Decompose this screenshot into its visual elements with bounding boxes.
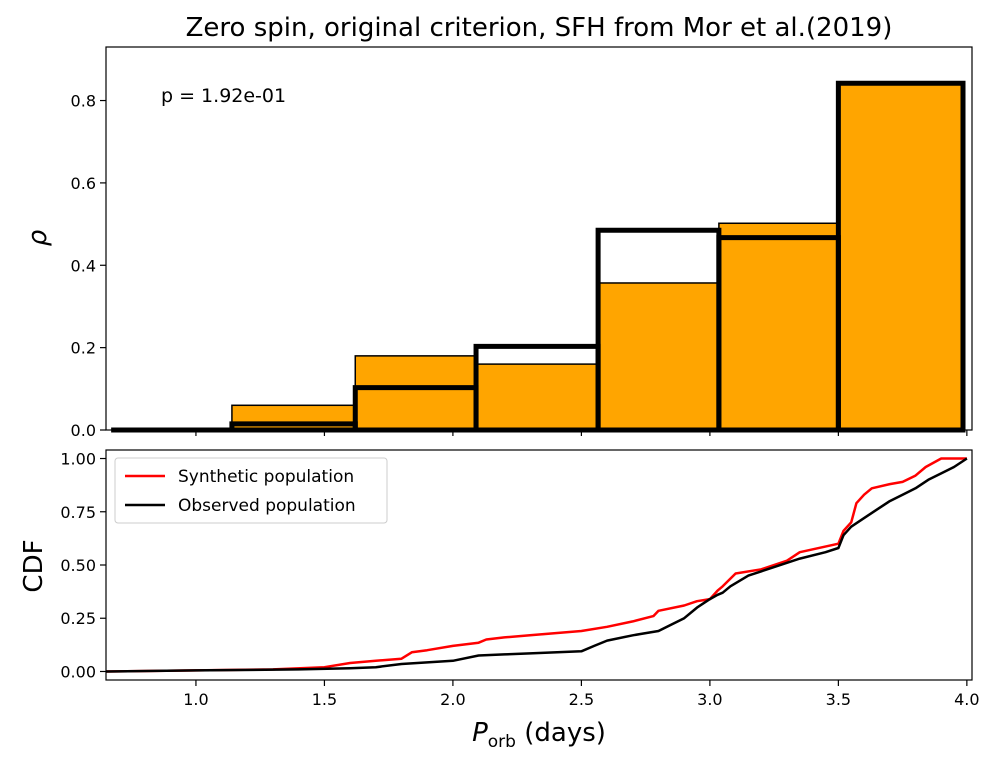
histogram-y-tick-label-0: 0.0 — [71, 421, 96, 440]
cdf-y-tick-label-4: 1.00 — [60, 450, 96, 469]
x-axis-label: Porb (days) — [472, 718, 606, 752]
histogram-y-tick-label-3: 0.6 — [71, 174, 96, 193]
observed-cdf-line — [105, 457, 968, 673]
synthetic-cdf-line — [105, 457, 967, 673]
cdf-y-ticks: 0.00 0.25 0.50 0.75 1.00 — [60, 450, 106, 681]
cdf-x-tick-label-6: 4.0 — [954, 690, 979, 709]
synthetic-histogram-bars — [231, 82, 964, 431]
cdf-x-ticks: 1.0 1.5 2.0 2.5 3.0 3.5 4.0 — [183, 680, 980, 709]
chart-title: Zero spin, original criterion, SFH from … — [186, 13, 893, 43]
x-axis-label-main: P — [472, 718, 488, 748]
cdf-y-tick-label-0: 0.00 — [60, 662, 96, 681]
legend-observed-label: Observed population — [178, 496, 356, 516]
histogram-axes-frame — [105, 46, 973, 431]
cdf-x-tick-label-1: 1.5 — [312, 690, 337, 709]
histogram-y-axis-label: ρ — [23, 229, 53, 246]
p-value-annotation: p = 1.92e-01 — [161, 85, 286, 107]
synthetic-bar-4 — [718, 222, 840, 431]
cdf-y-tick-label-1: 0.25 — [60, 609, 96, 628]
legend-box — [114, 457, 388, 524]
histogram-y-tick-label-1: 0.2 — [71, 339, 96, 358]
cdf-x-tick-label-5: 3.5 — [826, 690, 851, 709]
cdf-x-tick-label-4: 3.0 — [697, 690, 722, 709]
histogram-y-tick-label-2: 0.4 — [71, 256, 96, 275]
x-axis-label-subscript: orb — [488, 732, 516, 752]
cdf-y-axis-label: CDF — [19, 539, 49, 592]
histogram-x-ticks — [195, 430, 968, 436]
cdf-y-tick-label-2: 0.50 — [60, 556, 96, 575]
x-axis-label-units: (days) — [516, 718, 606, 748]
cdf-lines — [105, 457, 968, 673]
cdf-x-tick-label-3: 2.5 — [569, 690, 594, 709]
cdf-panel: 0.00 0.25 0.50 0.75 1.00 1.0 1.5 2.0 2.5 3.0 3.5 4… — [19, 449, 980, 752]
synthetic-bar-5 — [837, 82, 964, 431]
synthetic-bar-3 — [597, 282, 720, 431]
histogram-y-ticks: 0.0 0.2 0.4 0.6 0.8 — [71, 92, 106, 440]
synthetic-bar-1 — [354, 355, 477, 431]
legend: Synthetic population Observed population — [114, 457, 388, 524]
legend-synthetic-label: Synthetic population — [178, 467, 354, 487]
synthetic-bar-2 — [475, 363, 599, 431]
histogram-y-tick-label-4: 0.8 — [71, 92, 96, 111]
cdf-x-tick-label-2: 2.0 — [440, 690, 465, 709]
cdf-x-tick-label-0: 1.0 — [183, 690, 208, 709]
cdf-y-tick-label-3: 0.75 — [60, 503, 96, 522]
histogram-panel: 0.0 0.2 0.4 0.6 0.8 Zero spin, original crit… — [23, 13, 973, 440]
